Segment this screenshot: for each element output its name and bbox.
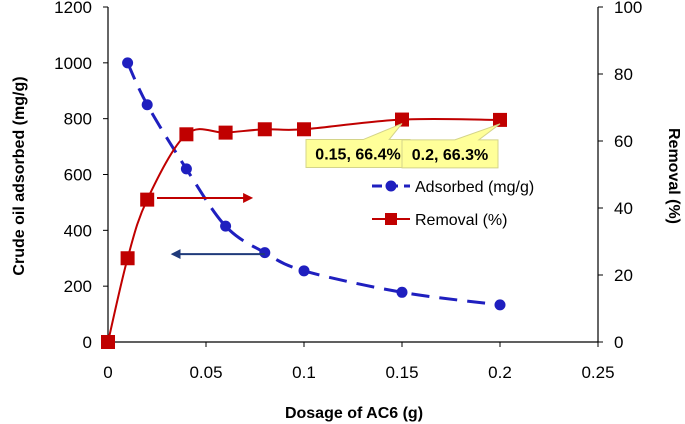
data-point-removal bbox=[257, 122, 272, 137]
legend: Adsorbed (mg/g) Removal (%) bbox=[372, 179, 534, 229]
legend-label-adsorbed: Adsorbed (mg/g) bbox=[415, 179, 534, 196]
data-point-adsorbed bbox=[141, 99, 153, 111]
y-axis-left-title: Crude oil adsorbed (mg/g) bbox=[11, 76, 28, 275]
x-axis-title: Dosage of AC6 (g) bbox=[285, 405, 423, 422]
x-axis: 0 0.05 0.1 0.15 0.2 0.25 bbox=[103, 342, 615, 382]
data-point-adsorbed bbox=[259, 247, 271, 259]
y-axis-right-title: Removal (%) bbox=[665, 128, 682, 224]
y-right-tick-label: 40 bbox=[614, 199, 633, 218]
arrow-layer bbox=[157, 192, 265, 260]
data-point-removal bbox=[101, 335, 115, 349]
data-point-removal bbox=[179, 127, 194, 142]
data-point-adsorbed bbox=[494, 299, 506, 311]
legend-entry-removal: Removal (%) bbox=[372, 212, 507, 229]
legend-swatch-adsorbed-marker bbox=[385, 180, 397, 192]
data-label-callout-text: 0.2, 66.3% bbox=[412, 147, 489, 164]
data-label-callout: 0.2, 66.3% bbox=[401, 123, 501, 169]
y-right-tick-label: 80 bbox=[614, 65, 633, 84]
y-right-tick-label: 60 bbox=[614, 132, 633, 151]
data-point-removal bbox=[120, 251, 135, 266]
data-point-removal bbox=[140, 192, 155, 207]
legend-swatch-removal-marker bbox=[385, 213, 397, 225]
y-left-tick-label: 600 bbox=[64, 166, 92, 185]
data-point-removal bbox=[218, 125, 233, 140]
x-tick-label: 0.15 bbox=[385, 363, 418, 382]
series-layer bbox=[101, 57, 507, 349]
data-label-callout-box bbox=[401, 123, 501, 169]
data-point-adsorbed bbox=[122, 57, 134, 69]
plot-frame bbox=[107, 7, 599, 343]
data-label-callout: 0.15, 66.4% bbox=[305, 123, 411, 169]
data-point-adsorbed bbox=[220, 220, 232, 232]
data-point-removal bbox=[297, 122, 311, 137]
data-point-removal bbox=[493, 112, 507, 127]
y-left-tick-label: 400 bbox=[64, 221, 92, 240]
series-line-adsorbed bbox=[126, 62, 501, 307]
y-axis-right: 0 20 40 60 80 100 bbox=[598, 0, 642, 352]
y-left-tick-label: 200 bbox=[64, 277, 92, 296]
x-tick-label: 0.1 bbox=[292, 363, 316, 382]
y-left-tick-label: 1000 bbox=[54, 54, 92, 73]
x-tick-label: 0.05 bbox=[189, 363, 222, 382]
x-tick-label: 0.2 bbox=[488, 363, 512, 382]
legend-label-removal: Removal (%) bbox=[415, 212, 507, 229]
legend-entry-adsorbed: Adsorbed (mg/g) bbox=[372, 179, 534, 196]
data-point-adsorbed bbox=[180, 163, 192, 175]
data-label-callout-text: 0.15, 66.4% bbox=[315, 147, 400, 164]
data-point-removal bbox=[395, 112, 409, 127]
y-right-tick-label: 100 bbox=[614, 0, 642, 17]
x-tick-label: 0.25 bbox=[581, 363, 614, 382]
annotation-layer: 0.15, 66.4% 0.2, 66.3% bbox=[305, 123, 501, 169]
x-tick-label: 0 bbox=[103, 363, 112, 382]
data-point-adsorbed bbox=[396, 286, 408, 298]
y-left-tick-label: 1200 bbox=[54, 0, 92, 17]
y-right-tick-label: 0 bbox=[614, 333, 623, 352]
y-axis-left: 0 200 400 600 800 1000 1200 bbox=[54, 0, 108, 352]
y-left-tick-label: 0 bbox=[83, 333, 92, 352]
data-point-adsorbed bbox=[298, 265, 310, 277]
y-left-tick-label: 800 bbox=[64, 110, 92, 129]
y-right-tick-label: 20 bbox=[614, 266, 633, 285]
data-label-callout-box bbox=[305, 123, 411, 169]
